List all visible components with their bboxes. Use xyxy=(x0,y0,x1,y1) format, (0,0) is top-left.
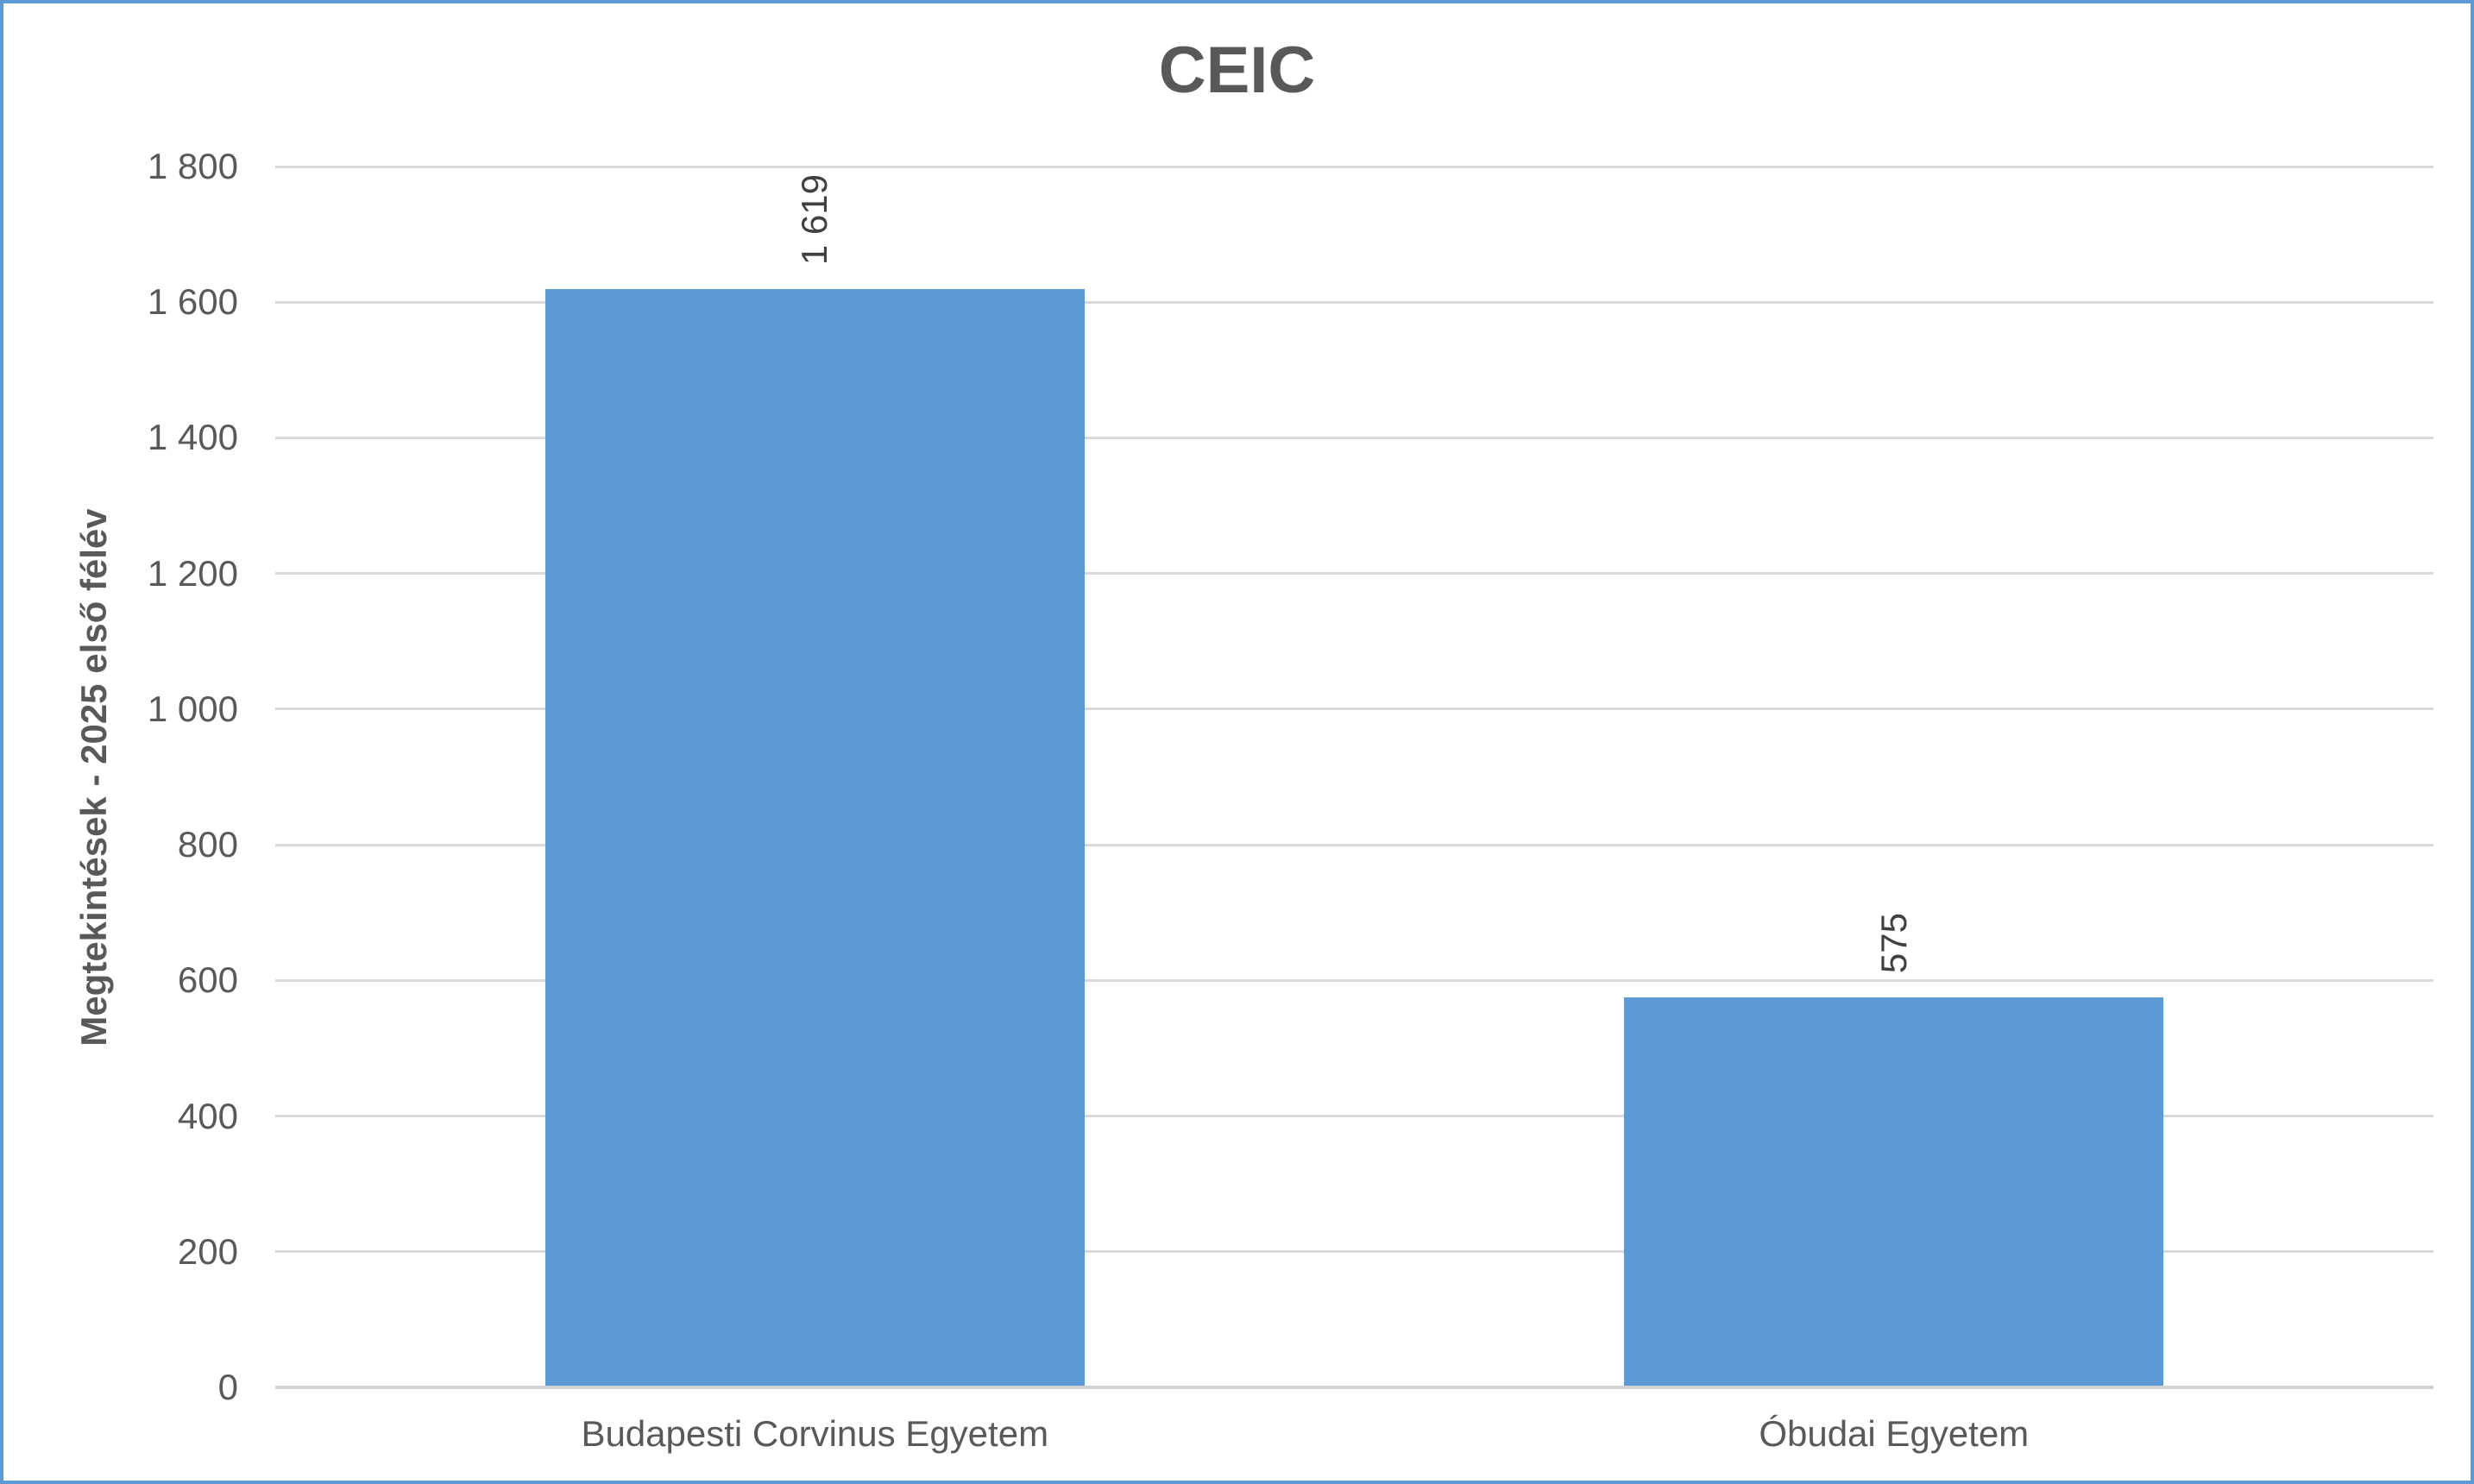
bar xyxy=(545,289,1085,1387)
y-tick-label: 1 600 xyxy=(147,281,238,323)
x-category-label: Óbudai Egyetem xyxy=(1759,1413,2030,1454)
bar xyxy=(1624,997,2164,1387)
gridline xyxy=(275,436,2433,439)
y-tick-label: 600 xyxy=(177,959,238,1001)
y-tick-label: 800 xyxy=(177,824,238,865)
chart-title: CEIC xyxy=(1158,34,1316,107)
gridline xyxy=(275,707,2433,711)
gridline xyxy=(275,165,2433,168)
gridline xyxy=(275,1250,2433,1254)
bar-value-label: 1 619 xyxy=(794,174,835,266)
y-tick-label: 200 xyxy=(177,1230,238,1272)
y-tick-label: 1 400 xyxy=(147,417,238,458)
gridline xyxy=(275,978,2433,982)
y-tick-label: 1 800 xyxy=(147,146,238,186)
y-tick-label: 1 000 xyxy=(147,688,238,729)
plot-area xyxy=(275,165,2433,1389)
y-tick-label: 1 200 xyxy=(147,552,238,594)
y-tick-label: 0 xyxy=(217,1367,238,1407)
x-axis-line xyxy=(275,1386,2433,1389)
x-category-label: Budapesti Corvinus Egyetem xyxy=(581,1413,1049,1454)
gridline xyxy=(275,572,2433,575)
y-tick-label: 400 xyxy=(177,1095,238,1136)
gridline xyxy=(275,300,2433,304)
bar-value-label: 575 xyxy=(1873,912,1914,973)
gridline xyxy=(275,843,2433,846)
gridline xyxy=(275,1115,2433,1118)
